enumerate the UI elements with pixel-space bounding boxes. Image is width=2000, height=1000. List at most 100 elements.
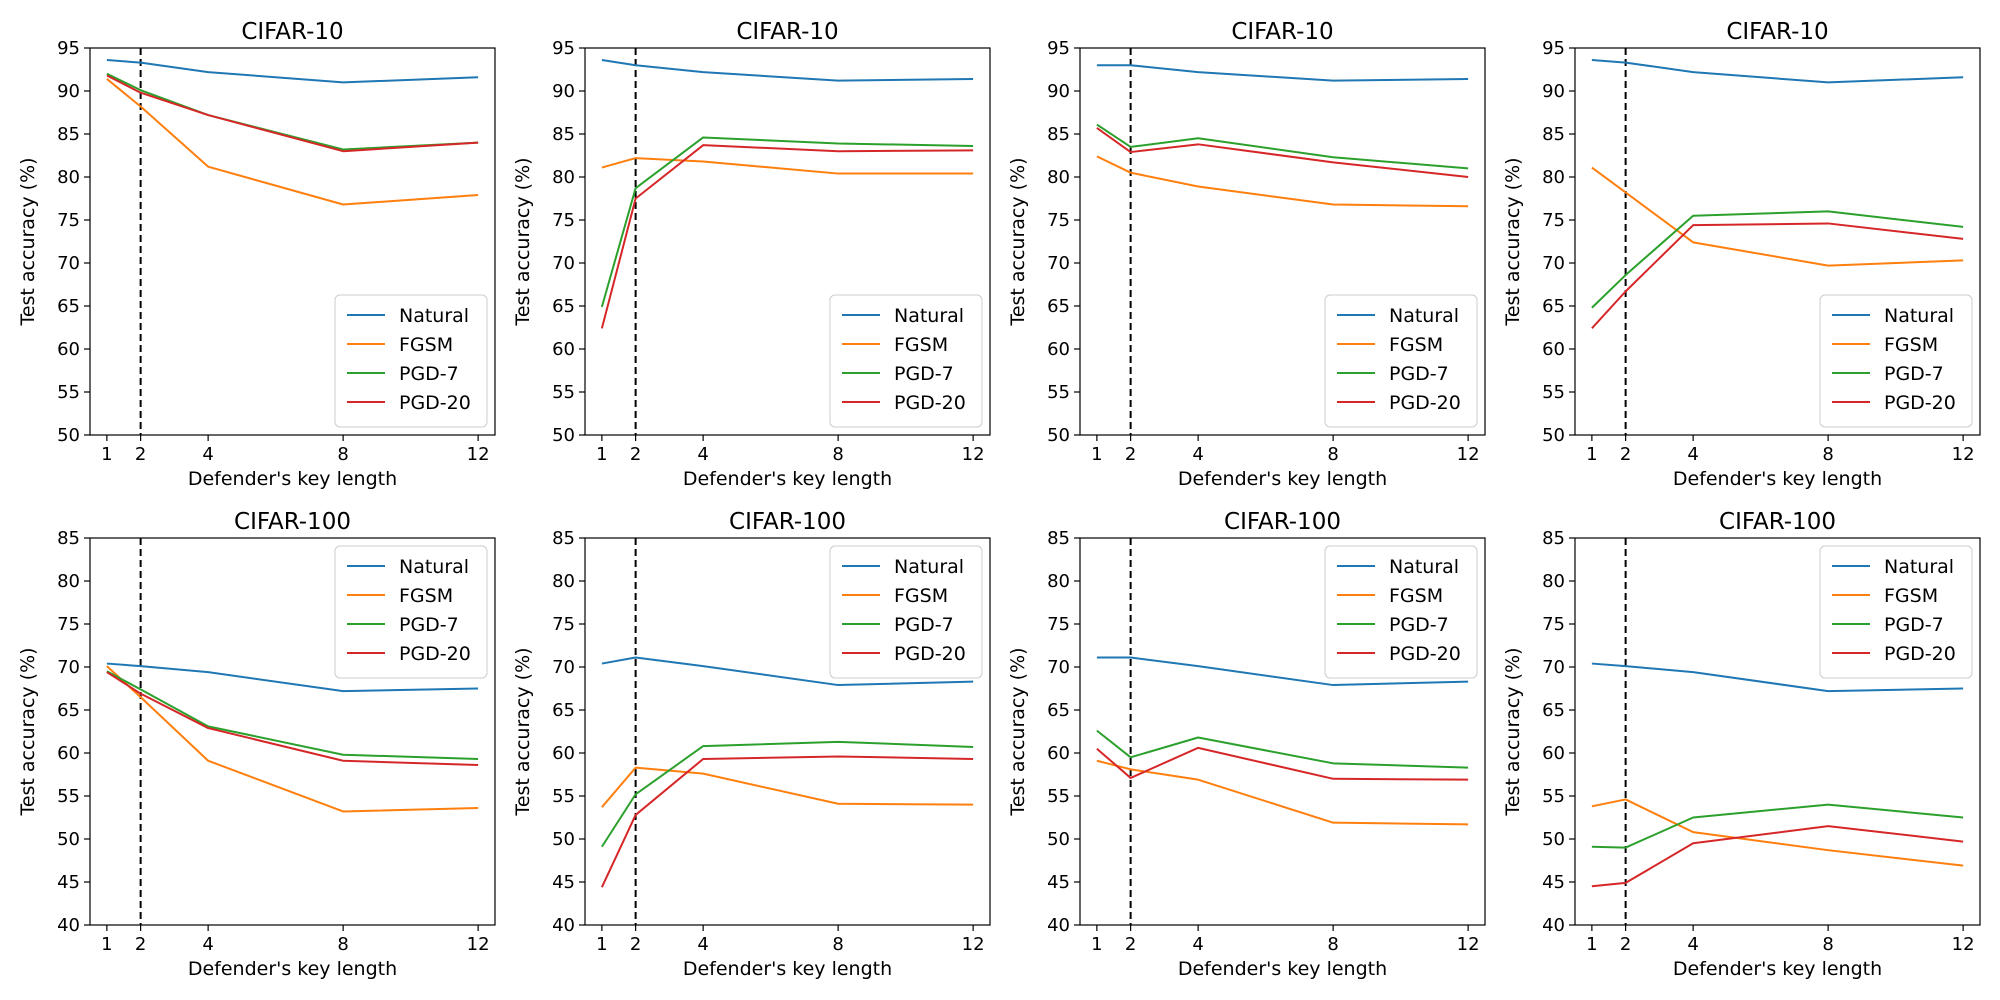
chart-7-series-fgsm-line: [1096, 759, 1469, 826]
chart-2-panel: CIFAR-101 2 4 8 1250556065707580859095Defend…: [512, 19, 991, 490]
chart-2-x-tick-label: 4: [697, 444, 708, 465]
chart-7-series-natural-line: [1096, 656, 1469, 687]
chart-2-y-tick-label: 55: [552, 382, 575, 403]
chart-3-x-tick-label: 8: [1327, 444, 1338, 465]
chart-6-legend-box: [829, 545, 983, 679]
chart-5-y-tick-label: 40: [57, 915, 80, 936]
chart-1-x-tick-label: 2: [135, 444, 146, 465]
chart-4-y-tick-label: 85: [1542, 124, 1565, 145]
chart-4-legend: Natural FGSM PGD-7 PGD-20: [1819, 294, 1973, 428]
chart-3-legend-label-natural: Natural: [1389, 305, 1459, 327]
chart-7-x-tick-label: 12: [1457, 934, 1480, 955]
chart-4-x-axis-label: Defender's key length: [1673, 468, 1882, 490]
chart-6-y-tick-label: 55: [552, 786, 575, 807]
chart-8-y-tick-label: 50: [1542, 829, 1565, 850]
chart-1-series-fgsm-line: [106, 78, 479, 206]
chart-5-y-tick-label: 50: [57, 829, 80, 850]
chart-4-y-tick-label: 75: [1542, 210, 1565, 231]
chart-6-x-tick-label: 2: [630, 934, 641, 955]
chart-7-plot-frame: [1079, 537, 1486, 926]
chart-7-legend-label-pgd-20: PGD-20: [1389, 643, 1461, 665]
chart-6-title: CIFAR-100: [729, 509, 846, 535]
chart-8-series-fgsm-line: [1591, 798, 1964, 867]
chart-5-y-tick-label: 85: [57, 528, 80, 549]
chart-4-panel: CIFAR-101 2 4 8 1250556065707580859095Defend…: [1502, 19, 1981, 490]
chart-1-x-tick-label: 12: [467, 444, 490, 465]
chart-7-y-tick-label: 80: [1047, 571, 1070, 592]
chart-2-y-tick-label: 50: [552, 425, 575, 446]
chart-7-legend-label-natural: Natural: [1389, 556, 1459, 578]
chart-3-x-tick-label: 2: [1125, 444, 1136, 465]
chart-8-series-pgd-20-line: [1591, 825, 1964, 888]
chart-1-y-tick-label: 75: [57, 210, 80, 231]
chart-6-x-tick-label: 8: [832, 934, 843, 955]
chart-5-x-tick-label: 12: [467, 934, 490, 955]
chart-1-series-natural-line: [106, 59, 479, 84]
chart-8-y-tick-label: 65: [1542, 700, 1565, 721]
chart-6-legend: Natural FGSM PGD-7 PGD-20: [829, 545, 983, 679]
chart-3-y-tick-label: 65: [1047, 296, 1070, 317]
chart-3-series-pgd-20-line: [1096, 127, 1469, 178]
chart-7-legend: Natural FGSM PGD-7 PGD-20: [1324, 545, 1478, 679]
chart-2-y-tick-label: 95: [552, 38, 575, 59]
chart-8-legend-label-pgd-20: PGD-20: [1884, 643, 1956, 665]
chart-3-y-tick-label: 50: [1047, 425, 1070, 446]
chart-2-legend-label-natural: Natural: [894, 305, 964, 327]
chart-4-y-tick-label: 80: [1542, 167, 1565, 188]
chart-7-y-tick-label: 65: [1047, 700, 1070, 721]
chart-2-y-tick-label: 90: [552, 81, 575, 102]
chart-4-x-tick-label: 12: [1952, 444, 1975, 465]
chart-5-x-tick-label: 1: [101, 934, 112, 955]
chart-1-legend-label-pgd-7: PGD-7: [399, 363, 459, 385]
chart-6-series-pgd-7-line: [601, 740, 974, 848]
chart-3-y-tick-label: 70: [1047, 253, 1070, 274]
chart-5-x-tick-label: 8: [337, 934, 348, 955]
chart-1-legend: Natural FGSM PGD-7 PGD-20: [334, 294, 488, 428]
chart-2-plot-frame: [584, 47, 991, 436]
chart-6-y-tick-label: 75: [552, 614, 575, 635]
chart-6-legend-label-fgsm: FGSM: [894, 585, 948, 607]
chart-2-series-fgsm-line: [601, 157, 974, 175]
chart-1-legend-label-natural: Natural: [399, 305, 469, 327]
chart-4-title: CIFAR-10: [1726, 19, 1828, 45]
chart-1-y-tick-label: 95: [57, 38, 80, 59]
chart-8-y-tick-label: 45: [1542, 872, 1565, 893]
chart-4-series-natural-line: [1591, 59, 1964, 84]
chart-7-series-pgd-20-line: [1096, 746, 1469, 781]
chart-3-plot-frame: [1079, 47, 1486, 436]
chart-6-y-tick-label: 70: [552, 657, 575, 678]
chart-6-y-tick-label: 65: [552, 700, 575, 721]
chart-2-y-tick-label: 65: [552, 296, 575, 317]
chart-1-plot-frame: [89, 47, 496, 436]
chart-4-legend-label-pgd-7: PGD-7: [1884, 363, 1944, 385]
chart-2-x-tick-label: 12: [962, 444, 985, 465]
chart-1-series-pgd-20-line: [106, 74, 479, 153]
chart-3-series-pgd-7-line: [1096, 123, 1469, 170]
chart-7-x-tick-label: 8: [1327, 934, 1338, 955]
chart-5-y-tick-label: 45: [57, 872, 80, 893]
chart-5-x-axis-label: Defender's key length: [188, 958, 397, 980]
chart-4-legend-label-natural: Natural: [1884, 305, 1954, 327]
chart-6-series-pgd-20-line: [600, 755, 974, 888]
chart-6-y-tick-label: 50: [552, 829, 575, 850]
chart-7-y-tick-label: 75: [1047, 614, 1070, 635]
chart-1-y-tick-label: 50: [57, 425, 80, 446]
chart-5-y-tick-label: 65: [57, 700, 80, 721]
chart-4-y-tick-label: 90: [1542, 81, 1565, 102]
chart-8-x-axis-label: Defender's key length: [1673, 958, 1882, 980]
chart-4-y-tick-label: 70: [1542, 253, 1565, 274]
chart-1-legend-label-pgd-20: PGD-20: [399, 392, 471, 414]
chart-8-title: CIFAR-100: [1719, 509, 1836, 535]
chart-8-x-tick-label: 2: [1620, 934, 1631, 955]
chart-4-legend-label-pgd-20: PGD-20: [1884, 392, 1956, 414]
chart-4-y-axis-label: Test accuracy (%): [1502, 157, 1524, 326]
chart-6-y-tick-label: 60: [552, 743, 575, 764]
chart-8-x-tick-label: 12: [1952, 934, 1975, 955]
chart-2-y-tick-label: 75: [552, 210, 575, 231]
chart-2-y-tick-label: 60: [552, 339, 575, 360]
chart-5-y-tick-label: 75: [57, 614, 80, 635]
